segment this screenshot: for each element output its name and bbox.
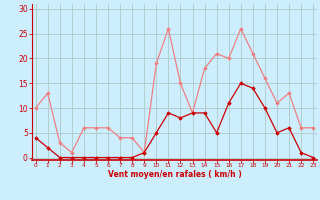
X-axis label: Vent moyen/en rafales ( km/h ): Vent moyen/en rafales ( km/h ) bbox=[108, 170, 241, 179]
